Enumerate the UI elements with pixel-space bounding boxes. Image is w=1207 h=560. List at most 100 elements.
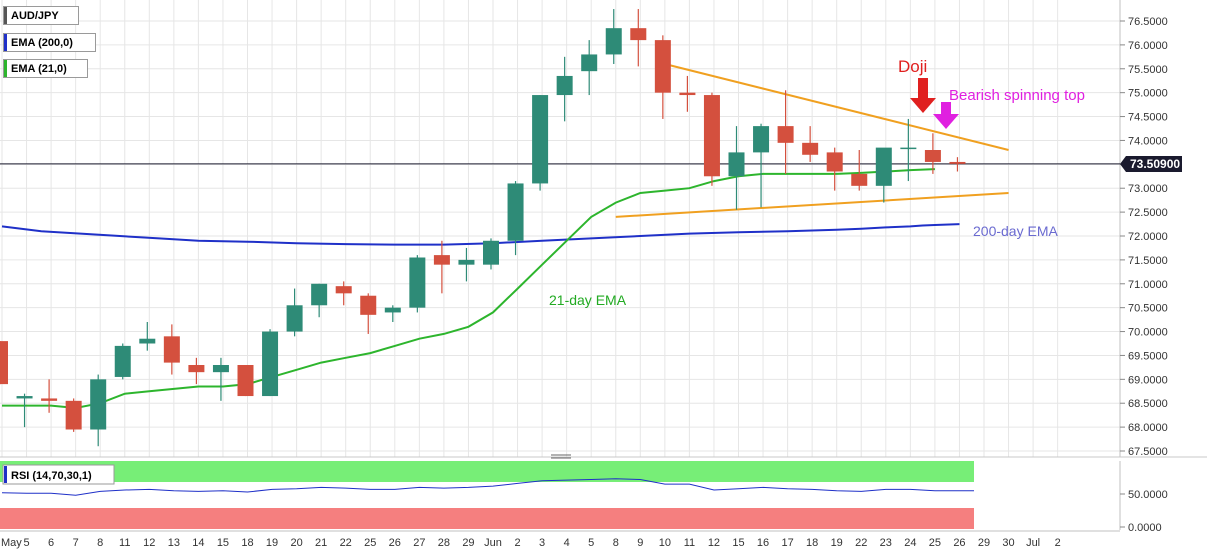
candle-27 bbox=[654, 35, 671, 119]
candle-28 bbox=[679, 75, 696, 112]
candle-body-36 bbox=[875, 147, 892, 186]
time-tick-label-11: 19 bbox=[266, 537, 278, 549]
candle-26 bbox=[630, 9, 647, 67]
ema200-line bbox=[1, 223, 960, 246]
time-tick-label-31: 16 bbox=[757, 537, 769, 549]
time-tick-label-41: 30 bbox=[1002, 537, 1014, 549]
time-tick-label-36: 23 bbox=[880, 537, 892, 549]
candle-3 bbox=[65, 398, 82, 432]
trendlines bbox=[615, 63, 1009, 218]
candle-body-23 bbox=[556, 75, 573, 96]
candle-17 bbox=[409, 255, 426, 313]
candle-body-5 bbox=[114, 345, 131, 377]
time-tick-label-16: 26 bbox=[389, 537, 401, 549]
time-tick-label-42: Jul bbox=[1026, 537, 1040, 549]
candle-body-33 bbox=[802, 142, 819, 155]
legend-item-symbol[interactable]: AUD/JPY bbox=[3, 6, 79, 25]
candle-31 bbox=[753, 123, 770, 208]
time-tick-label-0: May bbox=[1, 537, 22, 549]
candle-body-11 bbox=[262, 331, 279, 397]
candle-body-34 bbox=[826, 152, 843, 172]
time-tick-label-15: 25 bbox=[364, 537, 376, 549]
time-tick-label-34: 19 bbox=[831, 537, 843, 549]
price-tick-label-1: 68.0000 bbox=[1128, 422, 1168, 434]
candle-6 bbox=[139, 322, 156, 351]
legend-label-ema200: EMA (200,0) bbox=[11, 36, 73, 49]
time-tick-label-38: 25 bbox=[929, 537, 941, 549]
legend-item-ema200[interactable]: EMA (200,0) bbox=[3, 33, 96, 52]
candle-body-6 bbox=[139, 338, 156, 344]
rsi-overbought-zone bbox=[0, 461, 974, 482]
price-tick-label-16: 75.5000 bbox=[1128, 64, 1168, 76]
time-tick-label-10: 18 bbox=[241, 537, 253, 549]
candle-39 bbox=[949, 157, 966, 172]
candle-body-24 bbox=[581, 54, 598, 72]
candle-4 bbox=[90, 374, 107, 447]
candle-34 bbox=[826, 147, 843, 191]
time-tick-label-27: 10 bbox=[659, 537, 671, 549]
candle-body-12 bbox=[286, 305, 303, 332]
price-tick-label-6: 70.5000 bbox=[1128, 303, 1168, 315]
candle-20 bbox=[483, 238, 499, 270]
candle-body-18 bbox=[433, 255, 450, 265]
rsi-legend[interactable]: RSI (14,70,30,1) bbox=[2, 464, 115, 485]
candle-body-13 bbox=[311, 283, 328, 306]
time-tick-label-14: 22 bbox=[340, 537, 352, 549]
candle-30 bbox=[728, 126, 745, 210]
candle-body-9 bbox=[212, 365, 229, 373]
time-tick-label-13: 21 bbox=[315, 537, 327, 549]
price-tick-label-2: 68.5000 bbox=[1128, 398, 1168, 410]
time-tick-label-33: 18 bbox=[806, 537, 818, 549]
candle-body-10 bbox=[237, 365, 254, 397]
last-price-label: 73.50900 bbox=[1130, 157, 1180, 171]
price-tick-label-3: 69.0000 bbox=[1128, 374, 1168, 386]
candle-10 bbox=[237, 365, 254, 397]
rsi-legend-label: RSI (14,70,30,1) bbox=[11, 470, 92, 482]
trendline-lower bbox=[615, 192, 1009, 218]
price-tick-label-18: 76.5000 bbox=[1128, 16, 1168, 28]
time-tick-label-37: 24 bbox=[904, 537, 916, 549]
candle-33 bbox=[802, 126, 819, 162]
time-tick-label-2: 6 bbox=[48, 537, 54, 549]
candle-body-26 bbox=[630, 28, 647, 41]
trendline-upper bbox=[664, 63, 1009, 151]
legend-item-ema21[interactable]: EMA (21,0) bbox=[3, 59, 88, 78]
price-tick-label-11: 73.0000 bbox=[1128, 183, 1168, 195]
candle-15 bbox=[360, 293, 377, 334]
price-tick-label-15: 75.0000 bbox=[1128, 88, 1168, 100]
candle-body-14 bbox=[335, 286, 352, 294]
time-tick-label-29: 12 bbox=[708, 537, 720, 549]
candle-35 bbox=[851, 150, 868, 191]
candle-29 bbox=[703, 92, 720, 186]
candle-body-17 bbox=[409, 257, 426, 308]
price-tick-label-10: 72.5000 bbox=[1128, 207, 1168, 219]
time-tick-label-3: 7 bbox=[73, 537, 79, 549]
candle-9 bbox=[212, 357, 229, 401]
time-tick-label-5: 11 bbox=[119, 537, 130, 549]
candle-body-28 bbox=[679, 92, 696, 96]
candle-5 bbox=[114, 343, 131, 380]
legend-swatch-symbol bbox=[4, 7, 7, 24]
candle-25 bbox=[605, 9, 622, 64]
time-axis[interactable]: May 5 6 7 8 11 12 13 14 15 18 19 20 21 22 25 26 27 28 29 Jun… bbox=[1, 537, 1061, 549]
time-tick-label-26: 9 bbox=[637, 537, 643, 549]
candle-11 bbox=[262, 329, 279, 397]
price-axis[interactable]: 67.5000 68.0000 68.5000 69.0000 69.5000 70.00… bbox=[1120, 16, 1168, 458]
candle-body-1 bbox=[16, 396, 33, 399]
candle-19 bbox=[458, 247, 475, 282]
candle-14 bbox=[335, 281, 352, 306]
candle-body-25 bbox=[605, 28, 622, 55]
time-tick-label-19: 29 bbox=[462, 537, 474, 549]
candle-21 bbox=[507, 181, 524, 256]
time-tick-label-6: 12 bbox=[143, 537, 155, 549]
candle-body-3 bbox=[65, 400, 82, 430]
time-tick-label-8: 14 bbox=[192, 537, 204, 549]
legend-swatch-ema21 bbox=[4, 60, 7, 77]
time-tick-label-43: 2 bbox=[1055, 537, 1061, 549]
candle-body-19 bbox=[458, 259, 475, 265]
candle-body-29 bbox=[703, 95, 720, 177]
pane-resize-handle[interactable] bbox=[551, 454, 571, 459]
candle-38 bbox=[924, 133, 941, 174]
candle-body-39 bbox=[949, 161, 966, 164]
